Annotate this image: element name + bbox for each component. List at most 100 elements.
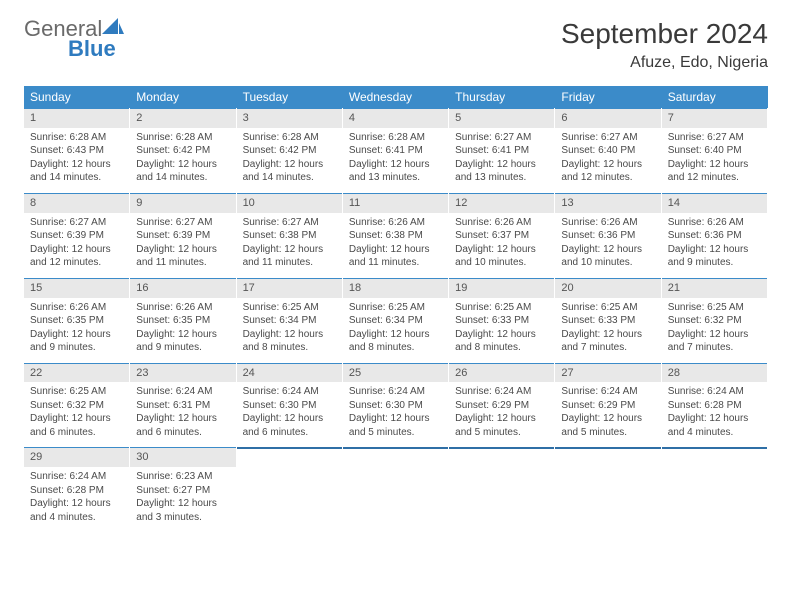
sunrise-line: Sunrise: 6:25 AM	[668, 301, 761, 315]
day-number: 1	[24, 108, 129, 128]
calendar-day: 27Sunrise: 6:24 AMSunset: 6:29 PMDayligh…	[555, 363, 661, 448]
calendar-empty	[343, 447, 449, 532]
daylight-line-1: Daylight: 12 hours	[455, 412, 548, 426]
calendar-empty	[662, 447, 768, 532]
sunset-line: Sunset: 6:32 PM	[668, 314, 761, 328]
daylight-line-2: and 10 minutes.	[455, 256, 548, 270]
sunset-line: Sunset: 6:41 PM	[349, 144, 442, 158]
calendar-day: 7Sunrise: 6:27 AMSunset: 6:40 PMDaylight…	[662, 108, 768, 193]
day-number: 17	[237, 278, 342, 298]
day-number: 26	[449, 363, 554, 383]
day-details: Sunrise: 6:24 AMSunset: 6:28 PMDaylight:…	[24, 467, 129, 532]
daylight-line-2: and 9 minutes.	[668, 256, 761, 270]
sunrise-line: Sunrise: 6:24 AM	[349, 385, 442, 399]
sunrise-line: Sunrise: 6:24 AM	[668, 385, 761, 399]
sunset-line: Sunset: 6:39 PM	[136, 229, 229, 243]
day-details: Sunrise: 6:24 AMSunset: 6:31 PMDaylight:…	[130, 382, 235, 447]
sunrise-line: Sunrise: 6:28 AM	[136, 131, 229, 145]
day-details: Sunrise: 6:27 AMSunset: 6:39 PMDaylight:…	[24, 213, 129, 278]
day-number: 5	[449, 108, 554, 128]
sunrise-line: Sunrise: 6:28 AM	[30, 131, 123, 145]
sunrise-line: Sunrise: 6:25 AM	[561, 301, 654, 315]
sunrise-line: Sunrise: 6:24 AM	[455, 385, 548, 399]
day-details: Sunrise: 6:26 AMSunset: 6:35 PMDaylight:…	[130, 298, 235, 363]
day-number: 3	[237, 108, 342, 128]
day-number: 22	[24, 363, 129, 383]
day-details: Sunrise: 6:25 AMSunset: 6:32 PMDaylight:…	[662, 298, 767, 363]
daylight-line-2: and 11 minutes.	[349, 256, 442, 270]
day-number: 12	[449, 193, 554, 213]
calendar-day: 22Sunrise: 6:25 AMSunset: 6:32 PMDayligh…	[24, 363, 130, 448]
sunrise-line: Sunrise: 6:27 AM	[30, 216, 123, 230]
sunset-line: Sunset: 6:35 PM	[136, 314, 229, 328]
daylight-line-2: and 4 minutes.	[30, 511, 123, 525]
day-header: Monday	[130, 86, 236, 108]
sunrise-line: Sunrise: 6:25 AM	[349, 301, 442, 315]
daylight-line-1: Daylight: 12 hours	[349, 243, 442, 257]
sunset-line: Sunset: 6:29 PM	[455, 399, 548, 413]
daylight-line-2: and 14 minutes.	[243, 171, 336, 185]
sunset-line: Sunset: 6:34 PM	[349, 314, 442, 328]
day-details: Sunrise: 6:27 AMSunset: 6:40 PMDaylight:…	[555, 128, 660, 193]
day-details: Sunrise: 6:25 AMSunset: 6:32 PMDaylight:…	[24, 382, 129, 447]
daylight-line-1: Daylight: 12 hours	[455, 243, 548, 257]
daylight-line-2: and 14 minutes.	[30, 171, 123, 185]
title-block: September 2024 Afuze, Edo, Nigeria	[561, 18, 768, 72]
daylight-line-1: Daylight: 12 hours	[668, 328, 761, 342]
day-details: Sunrise: 6:26 AMSunset: 6:38 PMDaylight:…	[343, 213, 448, 278]
day-number: 7	[662, 108, 767, 128]
sunrise-line: Sunrise: 6:26 AM	[349, 216, 442, 230]
daylight-line-2: and 8 minutes.	[243, 341, 336, 355]
daylight-line-1: Daylight: 12 hours	[136, 328, 229, 342]
sunset-line: Sunset: 6:35 PM	[30, 314, 123, 328]
daylight-line-1: Daylight: 12 hours	[136, 158, 229, 172]
daylight-line-2: and 6 minutes.	[136, 426, 229, 440]
day-number: 19	[449, 278, 554, 298]
sunset-line: Sunset: 6:38 PM	[349, 229, 442, 243]
daylight-line-1: Daylight: 12 hours	[349, 158, 442, 172]
sunset-line: Sunset: 6:33 PM	[455, 314, 548, 328]
daylight-line-1: Daylight: 12 hours	[561, 328, 654, 342]
day-details: Sunrise: 6:25 AMSunset: 6:33 PMDaylight:…	[449, 298, 554, 363]
day-details: Sunrise: 6:25 AMSunset: 6:33 PMDaylight:…	[555, 298, 660, 363]
day-header: Thursday	[449, 86, 555, 108]
sunset-line: Sunset: 6:40 PM	[561, 144, 654, 158]
daylight-line-1: Daylight: 12 hours	[30, 328, 123, 342]
sunrise-line: Sunrise: 6:24 AM	[561, 385, 654, 399]
day-number: 30	[130, 447, 235, 467]
daylight-line-2: and 13 minutes.	[455, 171, 548, 185]
sunrise-line: Sunrise: 6:24 AM	[136, 385, 229, 399]
day-details: Sunrise: 6:24 AMSunset: 6:30 PMDaylight:…	[237, 382, 342, 447]
sunrise-line: Sunrise: 6:25 AM	[455, 301, 548, 315]
sunset-line: Sunset: 6:42 PM	[243, 144, 336, 158]
daylight-line-1: Daylight: 12 hours	[668, 412, 761, 426]
sunrise-line: Sunrise: 6:26 AM	[455, 216, 548, 230]
sunrise-line: Sunrise: 6:27 AM	[136, 216, 229, 230]
day-details: Sunrise: 6:24 AMSunset: 6:28 PMDaylight:…	[662, 382, 767, 447]
daylight-line-2: and 10 minutes.	[561, 256, 654, 270]
daylight-line-2: and 12 minutes.	[561, 171, 654, 185]
sunrise-line: Sunrise: 6:27 AM	[455, 131, 548, 145]
day-header: Sunday	[24, 86, 130, 108]
sunset-line: Sunset: 6:41 PM	[455, 144, 548, 158]
calendar-empty	[237, 447, 343, 532]
day-number: 27	[555, 363, 660, 383]
day-details: Sunrise: 6:26 AMSunset: 6:36 PMDaylight:…	[662, 213, 767, 278]
day-details: Sunrise: 6:26 AMSunset: 6:36 PMDaylight:…	[555, 213, 660, 278]
daylight-line-1: Daylight: 12 hours	[561, 158, 654, 172]
day-details: Sunrise: 6:27 AMSunset: 6:40 PMDaylight:…	[662, 128, 767, 193]
daylight-line-1: Daylight: 12 hours	[668, 243, 761, 257]
day-details: Sunrise: 6:28 AMSunset: 6:41 PMDaylight:…	[343, 128, 448, 193]
day-number: 24	[237, 363, 342, 383]
calendar-day: 12 Sunrise: 6:26 AMSunset: 6:37 PMDayligh…	[449, 193, 555, 278]
sail-icon	[102, 18, 124, 36]
day-details: Sunrise: 6:28 AMSunset: 6:42 PMDaylight:…	[130, 128, 235, 193]
calendar-empty	[555, 447, 661, 532]
day-header: Saturday	[662, 86, 768, 108]
daylight-line-1: Daylight: 12 hours	[136, 497, 229, 511]
sunrise-line: Sunrise: 6:28 AM	[349, 131, 442, 145]
day-number: 10	[237, 193, 342, 213]
sunset-line: Sunset: 6:32 PM	[30, 399, 123, 413]
calendar-day: 17Sunrise: 6:25 AMSunset: 6:34 PMDayligh…	[237, 278, 343, 363]
sunset-line: Sunset: 6:37 PM	[455, 229, 548, 243]
